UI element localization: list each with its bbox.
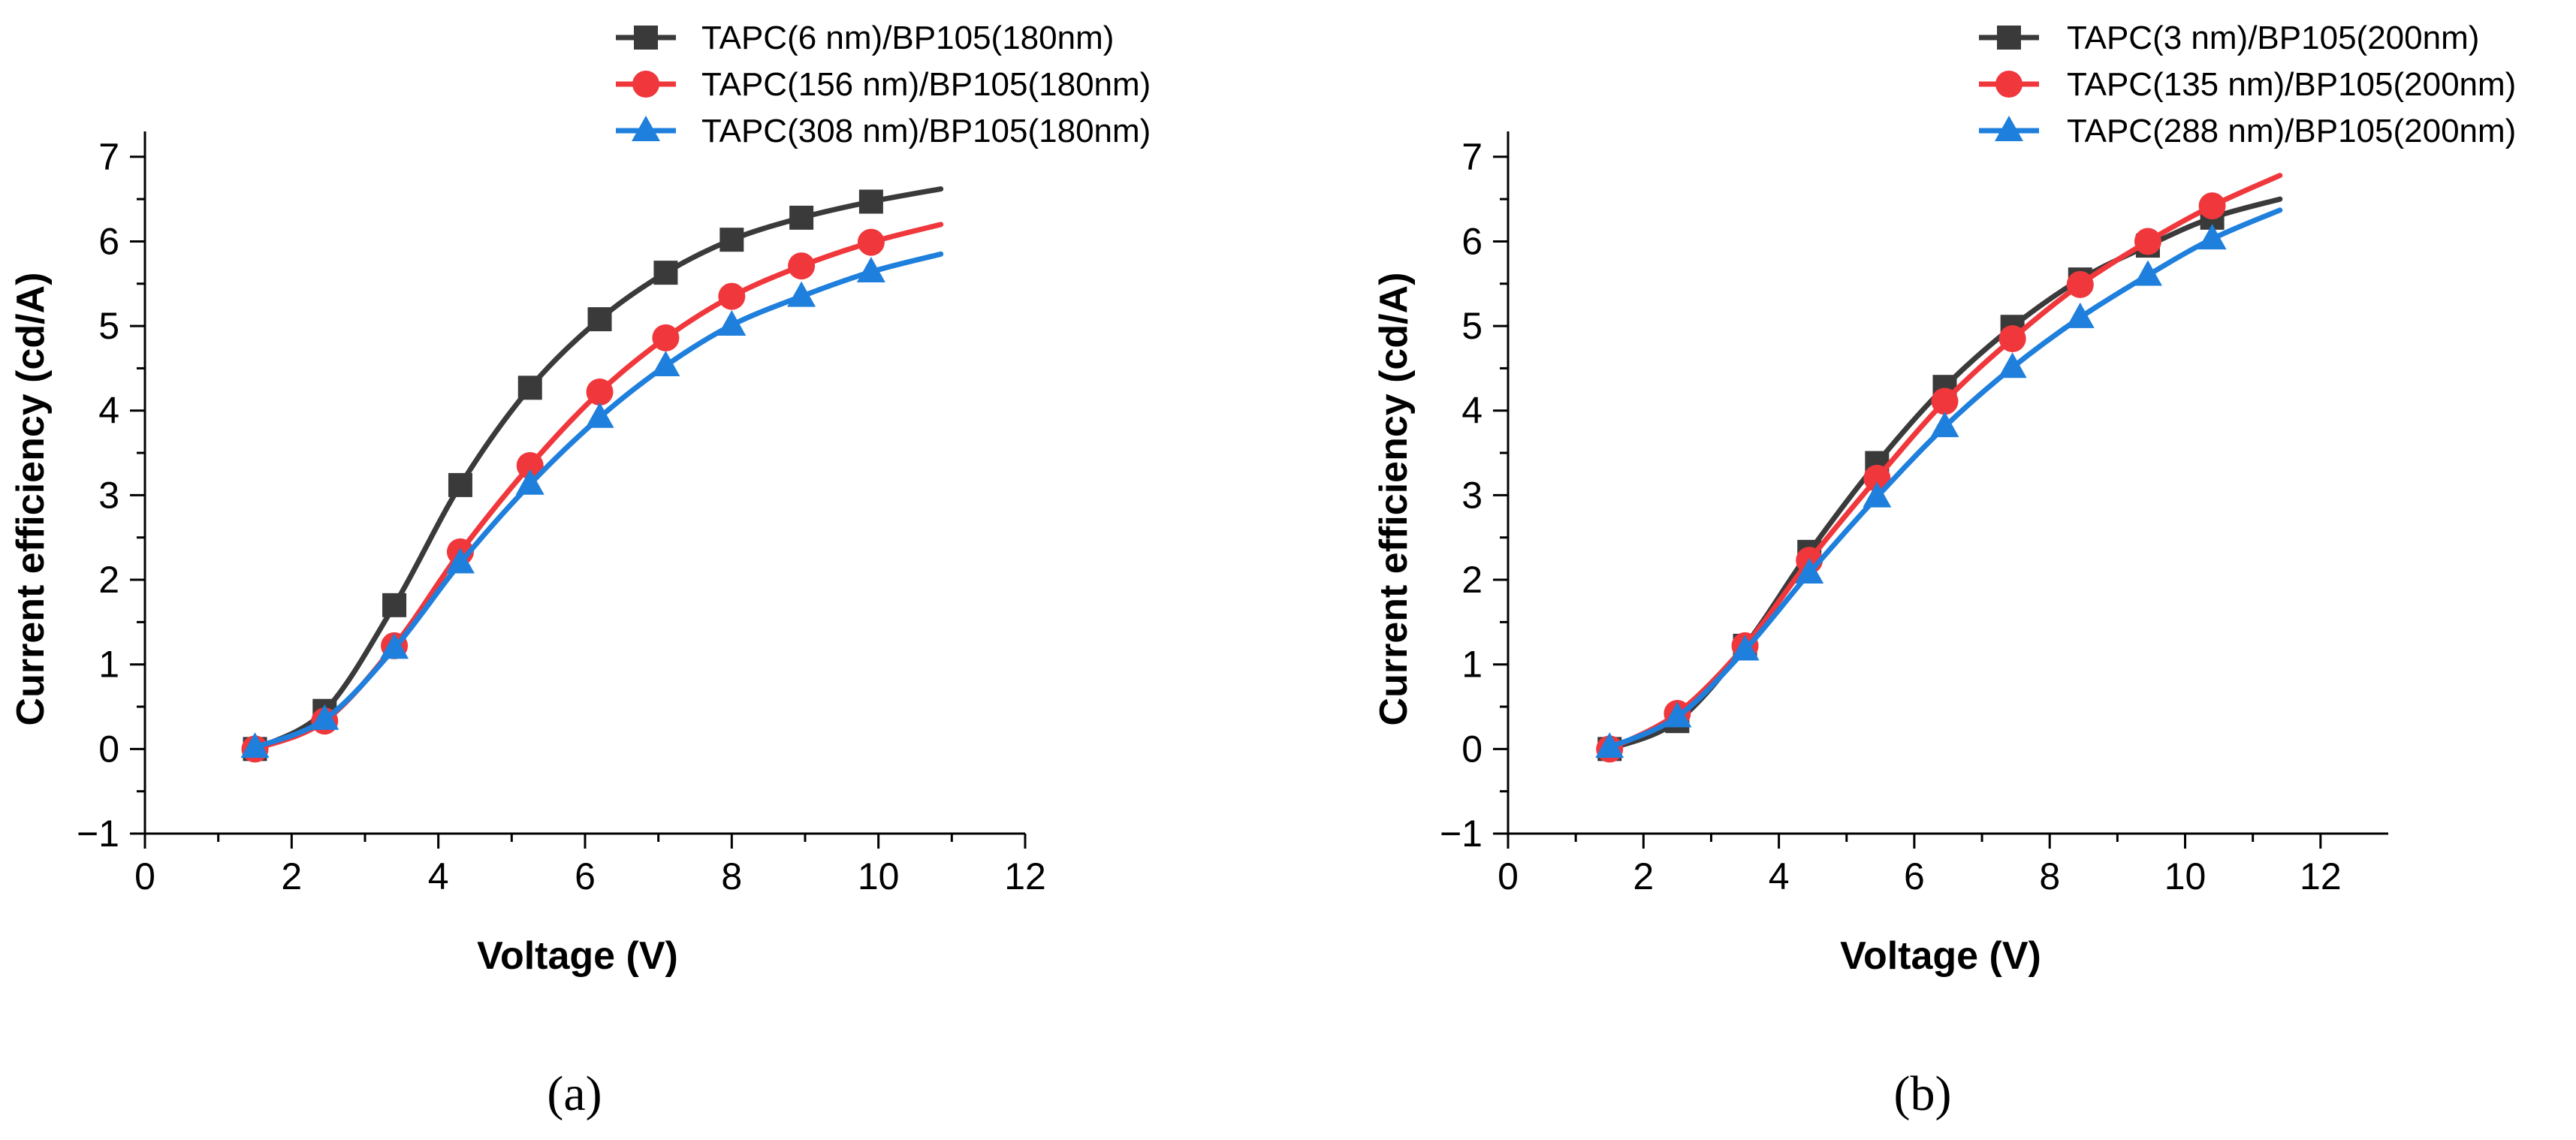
- data-point-1-5: [517, 375, 542, 400]
- y-tick-label: 7: [98, 136, 119, 178]
- x-tick-label: 8: [2039, 855, 2060, 897]
- panel-label: (a): [547, 1066, 602, 1121]
- data-point-3-7: [651, 351, 680, 377]
- y-tick-label: 5: [1461, 305, 1483, 347]
- data-point-2-9: [2134, 228, 2161, 255]
- x-tick-label: 0: [1498, 855, 1519, 897]
- legend-marker-2: [1995, 71, 2022, 98]
- data-point-2-6: [1931, 388, 1959, 415]
- data-point-2-10: [2198, 192, 2226, 220]
- series-line-3: [1606, 207, 2283, 750]
- legend-label-1: TAPC(3 nm)/BP105(200nm): [2067, 20, 2479, 56]
- data-point-2-6: [586, 378, 614, 406]
- data-point-2-5: [1863, 464, 1891, 492]
- data-point-3-6: [585, 402, 614, 428]
- y-tick-label: 2: [1461, 559, 1483, 601]
- y-tick-label: 6: [1461, 220, 1483, 262]
- data-point-1-6: [587, 307, 612, 332]
- legend-label-2: TAPC(156 nm)/BP105(180nm): [701, 66, 1151, 103]
- y-tick-label: 3: [98, 474, 119, 516]
- legend-label-3: TAPC(288 nm)/BP105(200nm): [2067, 113, 2516, 149]
- y-tick-label: 1: [98, 644, 119, 686]
- panel-label: (b): [1894, 1066, 1952, 1121]
- legend-marker-1: [634, 26, 658, 50]
- data-point-3-6: [1930, 412, 1959, 438]
- y-tick-label: −1: [77, 813, 119, 855]
- x-tick-label: 10: [2164, 855, 2206, 897]
- data-point-1-4: [448, 472, 472, 497]
- y-axis-title: Current efficiency (cd/A): [1372, 273, 1416, 726]
- data-point-3-1: [1595, 732, 1624, 758]
- x-tick-label: 2: [281, 855, 302, 897]
- data-point-2-7: [1998, 324, 2026, 352]
- y-tick-label: 2: [98, 559, 119, 601]
- legend-marker-1: [1997, 26, 2021, 50]
- data-point-3-9: [2133, 260, 2162, 286]
- data-point-2-5: [516, 451, 544, 479]
- data-point-2-8: [2066, 270, 2094, 298]
- x-tick-label: 10: [858, 855, 900, 897]
- legend-marker-3: [1995, 116, 2023, 141]
- y-tick-label: 4: [1461, 390, 1483, 432]
- data-point-3-10: [856, 257, 885, 282]
- x-axis-title: Voltage (V): [1840, 934, 2041, 978]
- legend-label-1: TAPC(6 nm)/BP105(180nm): [701, 20, 1114, 56]
- y-tick-label: 4: [98, 390, 119, 432]
- x-tick-label: 12: [2300, 855, 2342, 897]
- data-point-3-10: [2197, 224, 2227, 250]
- legend-label-2: TAPC(135 nm)/BP105(200nm): [2067, 66, 2516, 103]
- x-tick-label: 4: [1769, 855, 1790, 897]
- data-point-3-2: [310, 704, 339, 730]
- y-tick-label: 1: [1461, 644, 1483, 686]
- data-point-3-3: [1730, 635, 1760, 661]
- x-tick-label: 8: [721, 855, 742, 897]
- data-point-3-2: [1663, 701, 1692, 728]
- data-point-3-5: [515, 469, 544, 495]
- data-point-3-1: [240, 732, 270, 758]
- data-point-1-3: [382, 593, 407, 617]
- legend-marker-3: [632, 116, 660, 141]
- x-tick-label: 12: [1004, 855, 1046, 897]
- data-point-3-9: [787, 281, 816, 307]
- legend-label-3: TAPC(308 nm)/BP105(180nm): [701, 113, 1151, 149]
- data-point-1-10: [858, 189, 883, 214]
- data-point-1-9: [789, 205, 814, 230]
- x-tick-label: 0: [134, 855, 155, 897]
- data-point-3-8: [2065, 302, 2095, 328]
- x-tick-label: 2: [1633, 855, 1654, 897]
- y-tick-label: −1: [1440, 813, 1483, 855]
- data-point-1-8: [719, 228, 744, 252]
- y-axis-title: Current efficiency (cd/A): [9, 273, 53, 726]
- y-tick-label: 0: [1461, 728, 1483, 770]
- data-point-3-4: [445, 547, 475, 574]
- x-tick-label: 6: [575, 855, 596, 897]
- y-tick-label: 5: [98, 305, 119, 347]
- x-tick-label: 4: [428, 855, 449, 897]
- y-tick-label: 7: [1461, 136, 1483, 178]
- data-point-3-3: [380, 633, 409, 659]
- data-point-3-8: [717, 309, 747, 336]
- data-point-1-7: [653, 261, 678, 285]
- data-point-2-7: [652, 324, 680, 351]
- data-point-3-7: [1998, 352, 2027, 378]
- data-point-2-10: [857, 228, 885, 256]
- data-point-2-9: [788, 252, 816, 280]
- data-point-3-5: [1863, 481, 1892, 508]
- y-tick-label: 6: [98, 220, 119, 262]
- y-tick-label: 0: [98, 728, 119, 770]
- data-point-3-4: [1795, 558, 1824, 584]
- x-axis-title: Voltage (V): [477, 934, 678, 978]
- y-tick-label: 3: [1461, 474, 1483, 516]
- x-tick-label: 6: [1904, 855, 1925, 897]
- legend-marker-2: [632, 71, 659, 98]
- data-point-2-8: [718, 282, 746, 310]
